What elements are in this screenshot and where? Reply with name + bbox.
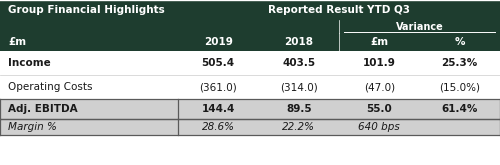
Text: 89.5: 89.5: [286, 104, 312, 114]
Text: (361.0): (361.0): [200, 82, 237, 92]
Bar: [0, 119, 500, 135]
Text: Operating Costs: Operating Costs: [8, 82, 92, 92]
Bar: [178, 0, 500, 20]
Text: Adj. EBITDA: Adj. EBITDA: [8, 104, 78, 114]
Bar: [0, 99, 500, 119]
Text: 61.4%: 61.4%: [442, 104, 478, 114]
Text: (15.0%): (15.0%): [440, 82, 480, 92]
Text: 28.6%: 28.6%: [202, 122, 235, 132]
Text: 2019: 2019: [204, 37, 233, 47]
Text: Group Financial Highlights: Group Financial Highlights: [8, 5, 165, 15]
Bar: [0, 51, 500, 75]
Text: 2018: 2018: [284, 37, 313, 47]
Text: Variance: Variance: [396, 21, 444, 32]
Text: (47.0): (47.0): [364, 82, 395, 92]
Text: 640 bps: 640 bps: [358, 122, 400, 132]
Bar: [0, 75, 500, 99]
Bar: [0, 0, 178, 20]
Text: Income: Income: [8, 58, 51, 68]
Text: 101.9: 101.9: [363, 58, 396, 68]
Text: (314.0): (314.0): [280, 82, 318, 92]
Bar: [178, 20, 500, 33]
Bar: [0, 20, 178, 33]
Text: 25.3%: 25.3%: [442, 58, 478, 68]
Text: 55.0: 55.0: [366, 104, 392, 114]
Bar: [0, 33, 178, 51]
Text: 505.4: 505.4: [202, 58, 235, 68]
Text: Margin %: Margin %: [8, 122, 57, 132]
Text: %: %: [454, 37, 465, 47]
Text: £m: £m: [370, 37, 388, 47]
Bar: [0, 51, 500, 135]
Text: 144.4: 144.4: [202, 104, 235, 114]
Text: 403.5: 403.5: [282, 58, 316, 68]
Bar: [178, 33, 500, 51]
Text: £m: £m: [8, 37, 26, 47]
Text: 22.2%: 22.2%: [282, 122, 316, 132]
Text: Reported Result YTD Q3: Reported Result YTD Q3: [268, 5, 410, 15]
